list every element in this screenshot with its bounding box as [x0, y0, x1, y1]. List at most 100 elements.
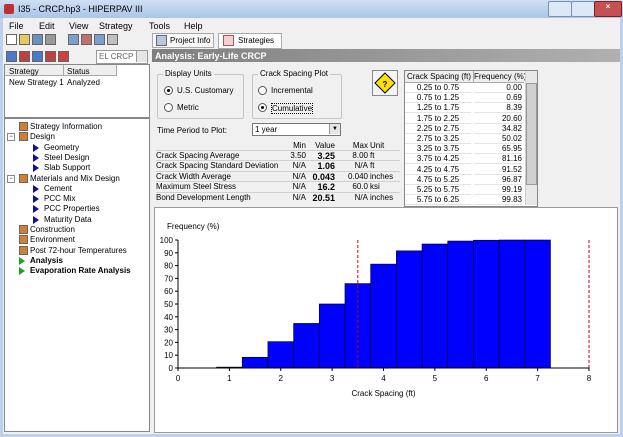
column-header: Frequency (%)	[474, 71, 527, 83]
radio-label[interactable]: Cumulative	[271, 103, 314, 114]
toolbar-button[interactable]	[81, 34, 92, 45]
tree-item[interactable]: Design	[30, 132, 55, 142]
menu-item[interactable]: Edit	[39, 21, 55, 31]
result-value: ft	[370, 151, 375, 160]
x-tick-label: 0	[176, 374, 181, 383]
combo-arrow[interactable]: ▼	[329, 124, 340, 134]
tree-item[interactable]: Environment	[30, 235, 75, 245]
bar	[396, 250, 423, 369]
x-tick-label: 1	[227, 374, 232, 383]
tab[interactable]	[152, 33, 214, 48]
range-cell: 4.75 to 5.25	[405, 175, 471, 185]
section-title: Analysis: Early-Life CRCP	[155, 51, 267, 61]
result-value: 8.00	[352, 151, 368, 160]
toolbar-button[interactable]	[58, 51, 69, 62]
scroll-thumb[interactable]	[526, 83, 537, 185]
frequency-cell: 81.16	[474, 154, 522, 165]
time-period-value[interactable]: 1 year	[255, 125, 278, 134]
frequency-cell: 65.95	[474, 144, 522, 155]
tree-item[interactable]: Geometry	[44, 142, 80, 152]
help-button[interactable]: ?	[372, 70, 398, 96]
range-cell: 3.25 to 3.75	[405, 144, 471, 155]
toolbar-button[interactable]	[45, 34, 56, 45]
tree-expander[interactable]: −	[7, 174, 15, 183]
column-label: Strategy	[9, 67, 39, 76]
tree-item[interactable]: Slab Support	[44, 163, 91, 173]
menu-item[interactable]: Tools	[149, 21, 171, 31]
maximize-button[interactable]	[571, 1, 595, 17]
tree-item[interactable]: Materials and Mix Design	[30, 173, 120, 183]
radio-button[interactable]	[164, 103, 173, 112]
menu-item[interactable]: Strategy	[99, 21, 133, 31]
row-line	[156, 191, 400, 193]
tree-item[interactable]: Maturity Data	[44, 214, 92, 224]
row-label: Maximum Steel Stress	[156, 182, 237, 192]
toolbar-button[interactable]	[32, 34, 43, 45]
tree-item[interactable]: Cement	[44, 183, 73, 193]
time-period-combo[interactable]	[252, 123, 341, 136]
radio-button[interactable]	[258, 86, 267, 95]
x-tick-label: 7	[535, 374, 540, 383]
strategy-combo-value[interactable]: EL CRCP	[99, 52, 134, 61]
tab-label[interactable]: Project Info	[170, 36, 211, 45]
menu-item[interactable]: File	[9, 21, 24, 31]
tree-icon	[19, 267, 25, 276]
radio-button[interactable]	[164, 86, 173, 95]
tree-item[interactable]: Construction	[30, 225, 75, 234]
tree-item[interactable]: Steel Design	[44, 152, 90, 162]
tree-icon	[33, 205, 39, 214]
strategy-status: Analyzed	[67, 78, 100, 87]
toolbar-button[interactable]	[45, 51, 56, 62]
tree-item[interactable]: Analysis	[30, 255, 63, 265]
group-title: Crack Spacing Plot	[258, 69, 331, 78]
tree-item[interactable]: Strategy Information	[30, 122, 103, 131]
display-units-group: Display Units	[157, 69, 244, 119]
toolbar-button[interactable]	[107, 34, 118, 45]
row-label: Bond Development Length	[156, 192, 251, 202]
toolbar-button[interactable]	[6, 51, 17, 62]
row-label: Crack Spacing Standard Deviation	[156, 161, 279, 171]
tab[interactable]	[218, 33, 282, 49]
menu-item[interactable]: View	[69, 21, 89, 31]
tree-item[interactable]: Post 72-hour Temperatures	[30, 245, 127, 255]
navigation-tree: Strategy Information − Design Geometry Steel…	[4, 118, 150, 432]
x-tick-label: 8	[587, 374, 592, 383]
toolbar-button[interactable]	[6, 34, 17, 45]
y-tick-label: 0	[169, 364, 174, 373]
strategy-combo[interactable]	[96, 50, 148, 64]
range-cell: 5.75 to 6.25	[405, 195, 471, 206]
bar	[293, 323, 320, 369]
tree-expander[interactable]: −	[7, 133, 15, 142]
range-cell: 2.75 to 3.25	[405, 134, 471, 144]
toolbar-button[interactable]	[32, 51, 43, 62]
toolbar-button[interactable]	[19, 51, 30, 62]
toolbar-button[interactable]	[19, 34, 30, 45]
radio-button[interactable]	[258, 103, 267, 112]
radio-label[interactable]: Incremental	[271, 86, 313, 95]
result-value: ksi	[370, 182, 380, 192]
tree-item[interactable]: PCC Mix	[44, 194, 76, 204]
minimize-button[interactable]	[548, 1, 572, 17]
tree-icon	[19, 256, 25, 265]
result-value: N/A	[292, 161, 306, 171]
row-line	[156, 181, 400, 183]
row-line	[156, 150, 400, 151]
close-button[interactable]: ×	[594, 1, 622, 17]
crack-plot-group: Crack Spacing Plot	[252, 69, 342, 119]
tree-item[interactable]: Evaporation Rate Analysis	[30, 266, 131, 276]
radio-label[interactable]: U.S. Customary	[177, 86, 234, 95]
column-header: Value	[315, 141, 335, 150]
combo-arrow[interactable]	[136, 51, 147, 62]
tree-item[interactable]: PCC Properties	[44, 204, 100, 214]
strategy-name[interactable]: New Strategy 1	[9, 78, 64, 87]
toolbar-button[interactable]	[68, 34, 79, 45]
radio-label[interactable]: Metric	[177, 103, 199, 112]
bar	[447, 240, 474, 369]
x-tick-label: 5	[433, 374, 438, 383]
toolbar-button[interactable]	[94, 34, 105, 45]
x-tick-label: 3	[330, 374, 335, 383]
menu-item[interactable]: Help	[184, 21, 203, 31]
y-tick-label: 20	[164, 338, 173, 347]
range-cell: 3.75 to 4.25	[405, 154, 471, 165]
tab-label[interactable]: Strategies	[238, 36, 275, 45]
